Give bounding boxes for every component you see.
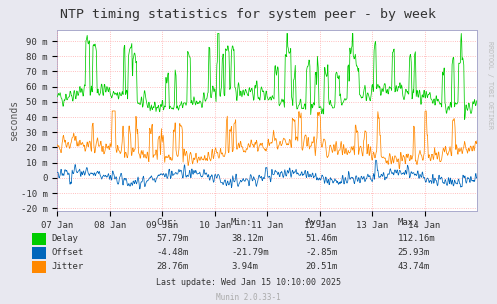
Text: 25.93m: 25.93m (398, 248, 430, 257)
Text: Delay: Delay (51, 234, 78, 243)
Text: 38.12m: 38.12m (231, 234, 263, 243)
Text: Jitter: Jitter (51, 262, 83, 271)
Text: Cur:: Cur: (157, 218, 178, 227)
Text: -4.48m: -4.48m (157, 248, 189, 257)
Text: 43.74m: 43.74m (398, 262, 430, 271)
Text: Min:: Min: (231, 218, 252, 227)
Text: NTP timing statistics for system peer - by week: NTP timing statistics for system peer - … (61, 8, 436, 21)
Text: 20.51m: 20.51m (306, 262, 338, 271)
Text: Last update: Wed Jan 15 10:10:00 2025: Last update: Wed Jan 15 10:10:00 2025 (156, 278, 341, 287)
Text: 28.76m: 28.76m (157, 262, 189, 271)
Text: 57.79m: 57.79m (157, 234, 189, 243)
Text: 51.46m: 51.46m (306, 234, 338, 243)
Text: RRDTOOL / TOBI OETIKER: RRDTOOL / TOBI OETIKER (487, 41, 493, 129)
Text: -2.85m: -2.85m (306, 248, 338, 257)
Text: Avg:: Avg: (306, 218, 327, 227)
Text: 3.94m: 3.94m (231, 262, 258, 271)
Text: Max:: Max: (398, 218, 419, 227)
Text: Munin 2.0.33-1: Munin 2.0.33-1 (216, 293, 281, 302)
Y-axis label: seconds: seconds (9, 100, 19, 141)
Text: Offset: Offset (51, 248, 83, 257)
Text: 112.16m: 112.16m (398, 234, 435, 243)
Text: -21.79m: -21.79m (231, 248, 269, 257)
